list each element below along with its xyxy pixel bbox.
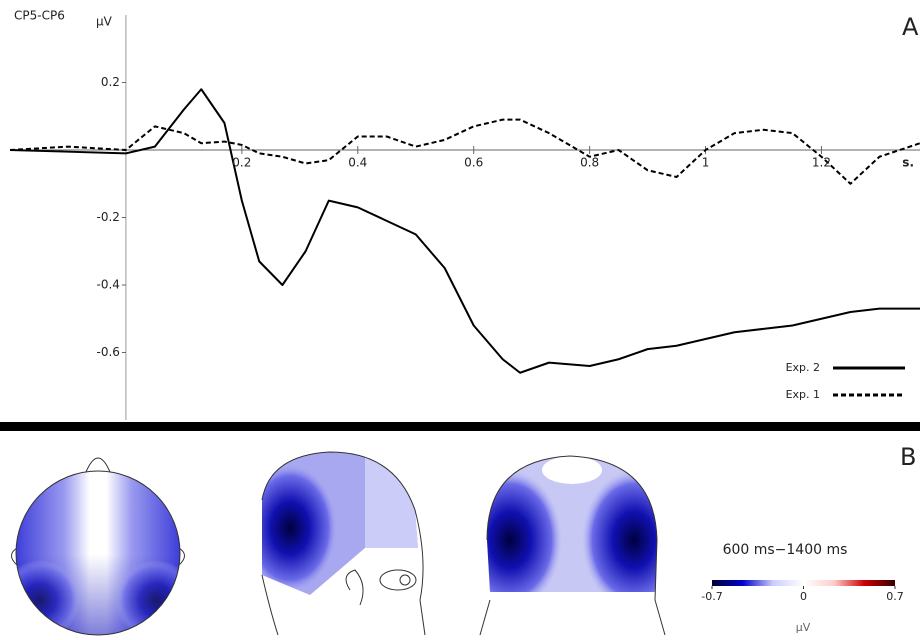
y-tick-label: -0.4	[97, 278, 120, 292]
x-tick-label: 1	[702, 156, 710, 170]
y-tick-label: -0.2	[97, 210, 120, 224]
x-tick-label: 0.2	[232, 156, 251, 170]
legend-label: Exp. 2	[786, 361, 820, 374]
colorbar	[712, 580, 895, 589]
x-tick-label: 1.2	[812, 156, 831, 170]
series-line	[10, 120, 920, 184]
y-axis-label: μV	[96, 15, 113, 29]
y-tick-label: -0.6	[97, 345, 120, 359]
figure: CP5-CP6 μV A B 600 ms−	[0, 0, 920, 640]
colorbar-tick-label: -0.7	[701, 590, 722, 603]
separator	[0, 422, 920, 431]
chart-title: CP5-CP6	[14, 9, 65, 23]
topomap-side	[242, 445, 425, 635]
plot-area	[10, 15, 920, 420]
panel-label: B	[900, 443, 916, 471]
legend-label: Exp. 1	[786, 388, 820, 401]
colorbar-tick-label: 0.7	[886, 590, 904, 603]
colorbar-tick-label: 0	[800, 590, 807, 603]
colorbar-label: μV	[796, 621, 811, 634]
x-tick-label: 0.8	[580, 156, 599, 170]
panel-label: A	[902, 13, 919, 41]
x-axis-label: s.	[902, 156, 914, 170]
x-tick-label: 0.6	[464, 156, 483, 170]
x-tick-label: 0.4	[348, 156, 367, 170]
colorbar-title: 600 ms−1400 ms	[723, 542, 848, 558]
y-tick-label: 0.2	[101, 75, 120, 89]
topomap-top	[0, 458, 196, 640]
topomap-back	[458, 450, 686, 635]
colorbar-scale	[712, 580, 895, 586]
